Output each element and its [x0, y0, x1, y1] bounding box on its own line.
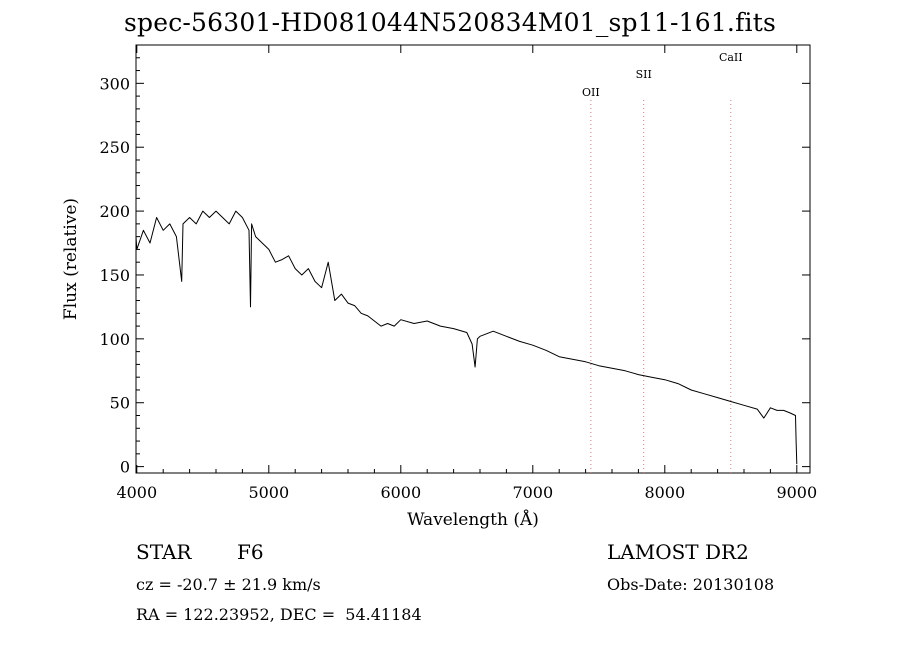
y-axis-label: Flux (relative)	[61, 198, 81, 320]
y-tick-label: 0	[120, 458, 130, 477]
y-tick-label: 300	[99, 74, 130, 93]
x-tick-label: 8000	[644, 483, 685, 502]
x-tick-label: 6000	[380, 483, 421, 502]
reference-line-label: SII	[636, 68, 652, 81]
reference-line-label: CaII	[719, 51, 743, 64]
object-class: STAR	[136, 540, 192, 564]
coordinates-text: RA = 122.23952, DEC = 54.41184	[136, 605, 422, 624]
x-tick-label: 5000	[248, 483, 289, 502]
survey-name: LAMOST DR2	[607, 540, 749, 564]
plot-frame	[135, 44, 811, 474]
y-tick-label: 100	[99, 330, 130, 349]
y-tick-label: 50	[110, 394, 130, 413]
reference-line-label: OII	[582, 86, 600, 99]
y-tick-label: 150	[99, 266, 130, 285]
x-axis-label: Wavelength (Å)	[407, 509, 539, 530]
redshift-text: cz = -20.7 ± 21.9 km/s	[136, 575, 321, 594]
chart-title: spec-56301-HD081044N520834M01_sp11-161.f…	[123, 8, 777, 37]
spectrum-line	[135, 57, 798, 465]
y-tick-label: 250	[99, 138, 130, 157]
y-tick-label: 200	[99, 202, 130, 221]
x-tick-label: 9000	[776, 483, 817, 502]
obs-date-text: Obs-Date: 20130108	[607, 575, 775, 594]
x-tick-label: 7000	[512, 483, 553, 502]
object-subclass: F6	[237, 540, 264, 564]
x-tick-label: 4000	[116, 483, 157, 502]
